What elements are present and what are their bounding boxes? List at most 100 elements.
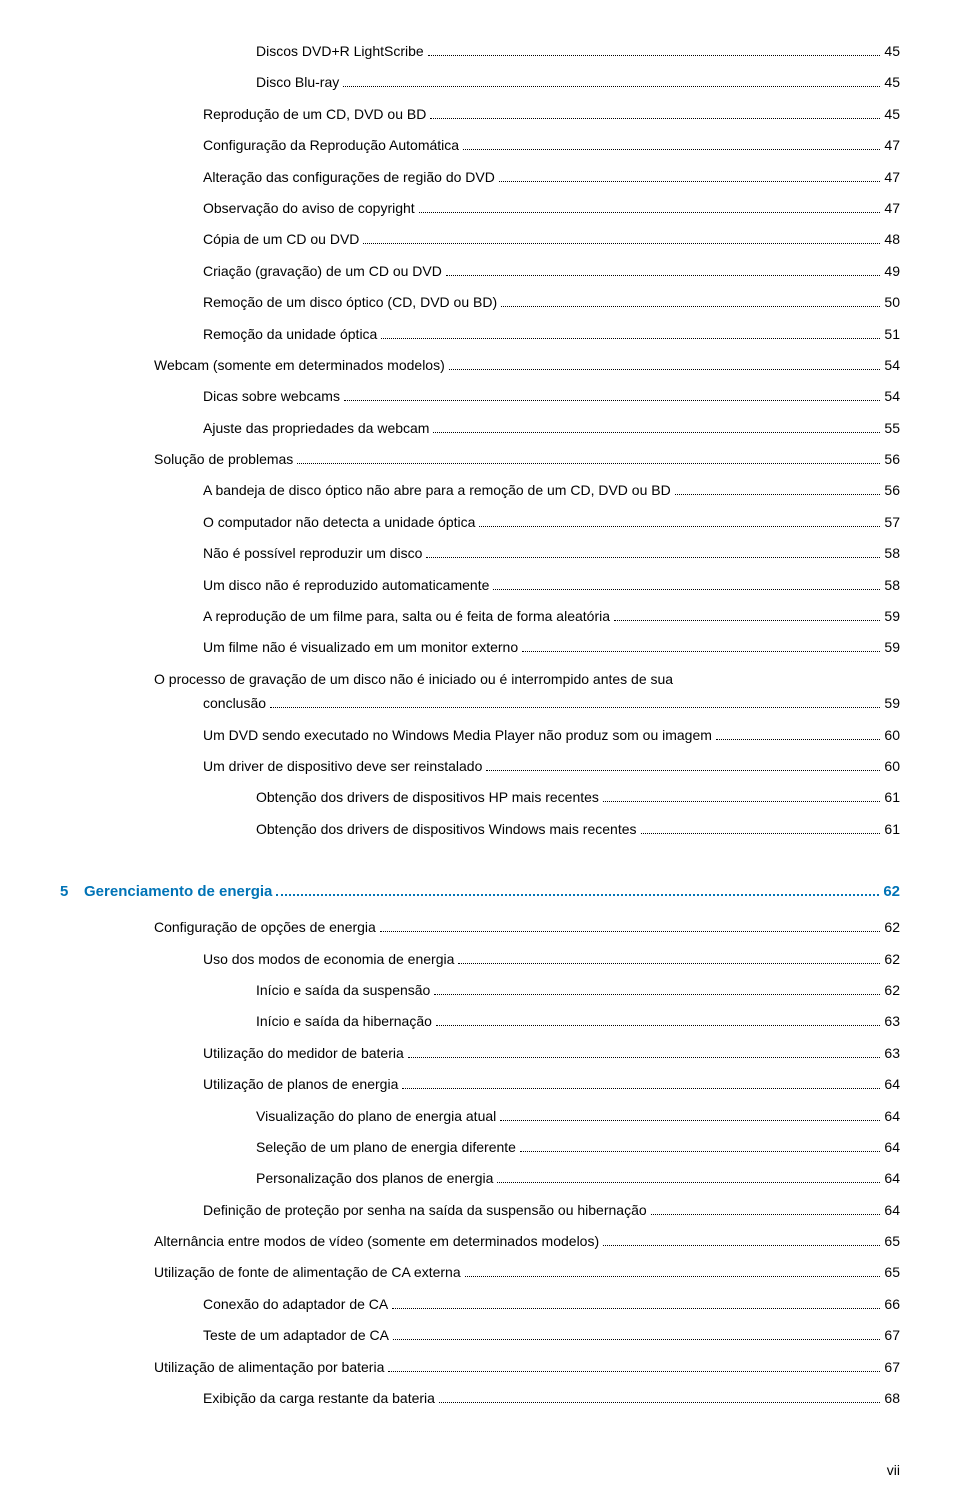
toc-entry: Alternância entre modos de vídeo (soment…: [60, 1230, 900, 1252]
toc-dots: [641, 833, 881, 834]
toc-entry-label: Definição de proteção por senha na saída…: [203, 1199, 647, 1221]
toc-dots: [716, 739, 881, 740]
toc-entry-label: Um driver de dispositivo deve ser reinst…: [203, 755, 482, 777]
toc-dots: [675, 494, 881, 495]
toc-entry: Observação do aviso de copyright47: [60, 197, 900, 219]
toc-entry-label: Utilização de fonte de alimentação de CA…: [154, 1261, 461, 1283]
toc-dots: [651, 1214, 881, 1215]
toc-dots: [522, 651, 880, 652]
toc-entry-label: Conexão do adaptador de CA: [203, 1293, 388, 1315]
toc-entry-page: 59: [884, 605, 900, 627]
toc-entry-label: Ajuste das propriedades da webcam: [203, 417, 429, 439]
toc-entry-label: O computador não detecta a unidade óptic…: [203, 511, 475, 533]
toc-dots: [380, 931, 881, 932]
toc-entry-page: 65: [884, 1261, 900, 1283]
toc-entry-page: 60: [884, 724, 900, 746]
toc-entry-page: 59: [884, 692, 900, 714]
toc-entry-label: Solução de problemas: [154, 448, 293, 470]
toc-entry: Reprodução de um CD, DVD ou BD 45: [60, 103, 900, 125]
toc-entry-page: 51: [884, 323, 900, 345]
toc-entry-page: 62: [884, 979, 900, 1001]
toc-entry-page: 54: [884, 354, 900, 376]
toc-entry-page: 63: [884, 1010, 900, 1032]
toc-dots: [381, 338, 880, 339]
toc-entry-label: Um DVD sendo executado no Windows Media …: [203, 724, 712, 746]
toc-entry-label: Alteração das configurações de região do…: [203, 166, 495, 188]
toc-entry-page: 49: [884, 260, 900, 282]
toc-entry-page: 47: [884, 134, 900, 156]
toc-dots: [486, 770, 880, 771]
toc-entry-label: Remoção de um disco óptico (CD, DVD ou B…: [203, 291, 497, 313]
toc-dots: [499, 181, 881, 182]
toc-dots: [446, 275, 881, 276]
toc-entry-page: 59: [884, 636, 900, 658]
toc-entry: Utilização do medidor de bateria63: [60, 1042, 900, 1064]
toc-dots: [426, 557, 880, 558]
toc-entry-label: Reprodução de um CD, DVD ou BD: [203, 103, 426, 125]
toc-entry-page: 65: [884, 1230, 900, 1252]
toc-entry-page: 67: [884, 1356, 900, 1378]
toc-entry-page: 45: [884, 40, 900, 62]
chapter-number: 5: [60, 880, 84, 904]
toc-entry: Ajuste das propriedades da webcam 55: [60, 417, 900, 439]
toc-entry-label: Configuração da Reprodução Automática: [203, 134, 459, 156]
toc-dots: [500, 1120, 880, 1121]
toc-entry-page: 47: [884, 197, 900, 219]
toc-entry: Disco Blu-ray 45: [60, 71, 900, 93]
toc-entry: Uso dos modos de economia de energia62: [60, 948, 900, 970]
toc-dots: [270, 707, 880, 708]
toc-entry-page: 45: [884, 103, 900, 125]
toc-entry-label: Um disco não é reproduzido automaticamen…: [203, 574, 489, 596]
toc-entry: conclusão 59: [60, 692, 900, 714]
toc-entry: Cópia de um CD ou DVD48: [60, 228, 900, 250]
toc-dots: [402, 1088, 880, 1089]
toc-entry-page: 68: [884, 1387, 900, 1409]
toc-entry-label: Dicas sobre webcams: [203, 385, 340, 407]
toc-entry: Utilização de alimentação por bateria67: [60, 1356, 900, 1378]
toc-dots: [428, 55, 881, 56]
toc-entry-page: 56: [884, 448, 900, 470]
toc-entry: Um disco não é reproduzido automaticamen…: [60, 574, 900, 596]
toc-entry: Criação (gravação) de um CD ou DVD49: [60, 260, 900, 282]
toc-dots: [458, 963, 880, 964]
toc-entry-page: 56: [884, 479, 900, 501]
toc-entry-page: 64: [884, 1105, 900, 1127]
toc-dots: [363, 243, 880, 244]
toc-entry-page: 50: [884, 291, 900, 313]
toc-entry: Remoção de um disco óptico (CD, DVD ou B…: [60, 291, 900, 313]
toc-entry: Um driver de dispositivo deve ser reinst…: [60, 755, 900, 777]
toc-entry: Webcam (somente em determinados modelos)…: [60, 354, 900, 376]
chapter-page: 62: [883, 880, 900, 904]
toc-entry-page: 62: [884, 916, 900, 938]
toc-dots: [436, 1025, 881, 1026]
toc-dots: [614, 620, 880, 621]
toc-entry-label: Início e saída da hibernação: [256, 1010, 432, 1032]
toc-dots: [343, 86, 880, 87]
toc-entry-page: 45: [884, 71, 900, 93]
toc-entry: A reprodução de um filme para, salta ou …: [60, 605, 900, 627]
toc-entry-label: Configuração de opções de energia: [154, 916, 376, 938]
toc-dots: [392, 1308, 880, 1309]
toc-entry: Dicas sobre webcams54: [60, 385, 900, 407]
toc-entry-label: A bandeja de disco óptico não abre para …: [203, 479, 671, 501]
toc-entry-page: 64: [884, 1073, 900, 1095]
toc-entry-label: Personalização dos planos de energia: [256, 1167, 493, 1189]
toc-dots: [430, 118, 880, 119]
toc-entry-wrap: O processo de gravação de um disco não é…: [60, 668, 900, 690]
toc-entry-label: O processo de gravação de um disco não é…: [154, 671, 673, 687]
toc-dots: [434, 994, 880, 995]
toc-entry: A bandeja de disco óptico não abre para …: [60, 479, 900, 501]
toc-dots: [408, 1057, 881, 1058]
toc-dots: [344, 400, 880, 401]
toc-entry-page: 55: [884, 417, 900, 439]
toc-entry-page: 47: [884, 166, 900, 188]
toc-dots: [439, 1402, 880, 1403]
toc-entry: Utilização de planos de energia64: [60, 1073, 900, 1095]
toc-entry-label: A reprodução de um filme para, salta ou …: [203, 605, 610, 627]
toc-entry-label: Disco Blu-ray: [256, 71, 339, 93]
toc-entry-label: Não é possível reproduzir um disco: [203, 542, 422, 564]
toc-entry-page: 58: [884, 542, 900, 564]
page-number: vii: [60, 1459, 900, 1481]
toc-entry-label: conclusão: [203, 692, 266, 714]
toc-entry: Seleção de um plano de energia diferente…: [60, 1136, 900, 1158]
